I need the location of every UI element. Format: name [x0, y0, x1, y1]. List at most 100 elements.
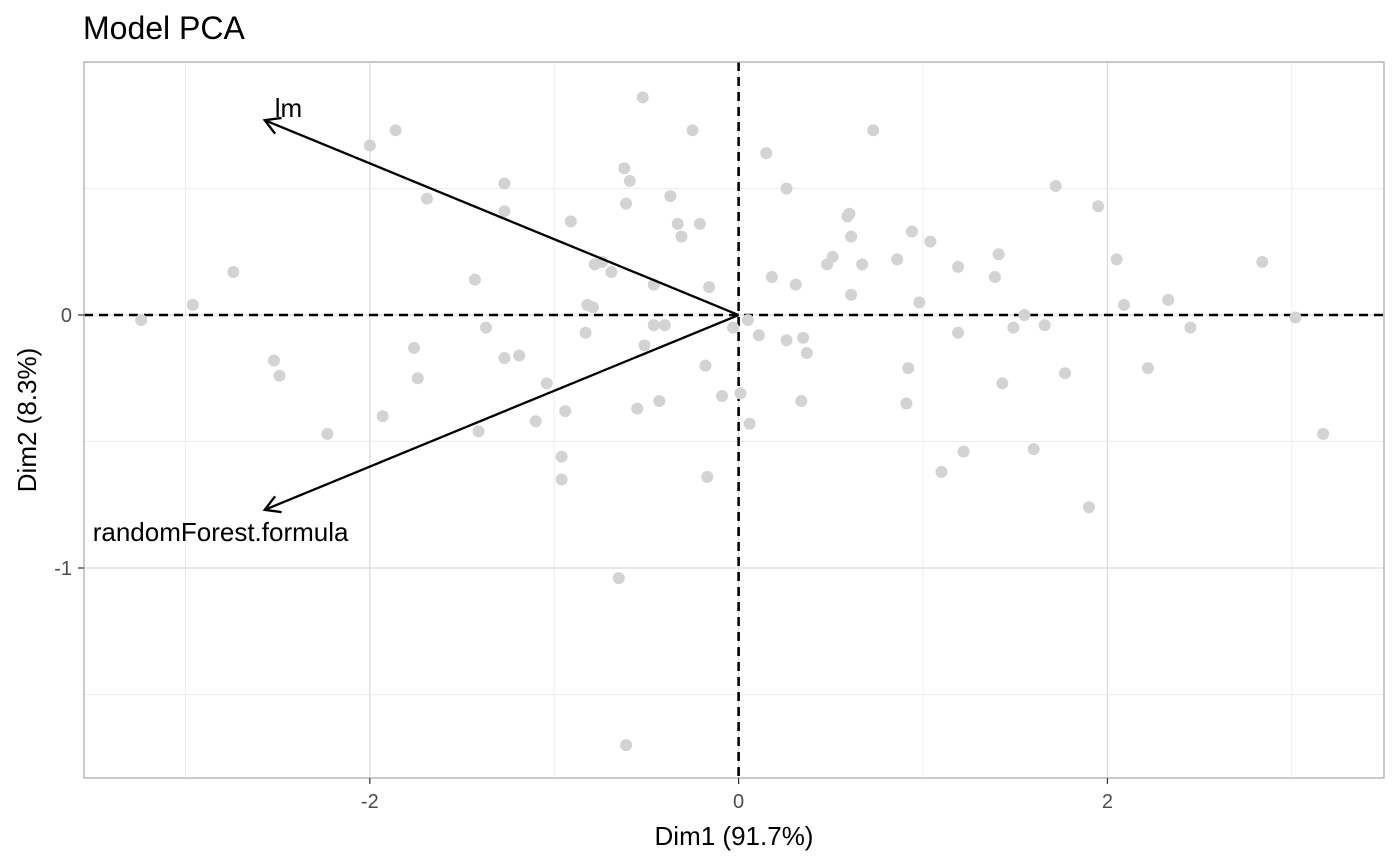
data-point	[408, 341, 421, 354]
data-point	[1289, 311, 1302, 324]
data-points	[135, 91, 1330, 752]
data-point	[586, 301, 599, 314]
data-point	[675, 230, 688, 243]
data-point	[727, 321, 740, 334]
data-point	[227, 265, 240, 278]
x-axis-title: Dim1 (91.7%)	[655, 821, 814, 851]
arrowhead-randomForest.formula	[262, 495, 282, 514]
data-point	[996, 377, 1009, 390]
data-point	[780, 182, 793, 195]
y-tick-label: 0	[61, 305, 72, 327]
variable-arrows: lm randomForest.formula	[93, 93, 740, 547]
data-point	[734, 387, 747, 400]
arrow-randomForest.formula	[264, 313, 740, 511]
data-point	[273, 369, 286, 382]
y-axis-title: Dim2 (8.3%)	[12, 348, 42, 492]
data-point	[743, 417, 756, 430]
data-point	[620, 739, 633, 752]
y-tick-label: -1	[54, 558, 72, 580]
data-point	[1118, 298, 1130, 311]
data-point	[988, 271, 1001, 284]
data-point	[703, 281, 716, 294]
data-point	[513, 349, 526, 362]
data-point	[653, 395, 666, 408]
data-point	[555, 473, 568, 486]
data-point	[1058, 367, 1071, 380]
data-point	[631, 402, 644, 415]
data-point	[498, 352, 511, 365]
data-point	[952, 260, 965, 273]
data-point	[1162, 293, 1175, 306]
data-point	[795, 395, 808, 408]
data-point	[800, 346, 813, 359]
data-point	[902, 362, 915, 375]
x-tick-label: 2	[1102, 791, 1113, 813]
data-point	[555, 450, 568, 463]
data-point	[686, 124, 699, 137]
arrow-lm	[264, 119, 740, 317]
data-point	[1049, 179, 1062, 192]
reference-lines	[84, 62, 1384, 778]
data-point	[647, 319, 660, 332]
data-point	[420, 192, 433, 205]
data-point	[780, 334, 793, 347]
data-point	[579, 326, 592, 339]
data-point	[620, 197, 633, 210]
data-point	[612, 572, 625, 585]
data-point	[1027, 443, 1040, 456]
data-point	[658, 319, 671, 332]
data-point	[760, 147, 773, 160]
data-point	[765, 271, 778, 284]
data-point	[693, 217, 706, 230]
data-point	[321, 427, 334, 440]
data-point	[716, 389, 729, 402]
data-point	[498, 205, 511, 218]
data-point	[935, 465, 948, 478]
data-point	[797, 331, 810, 344]
data-point	[479, 321, 492, 334]
data-point	[1184, 321, 1197, 334]
data-point	[636, 91, 649, 104]
data-point	[376, 410, 389, 423]
data-point	[900, 397, 913, 410]
arrow-label-lm: lm	[275, 93, 302, 123]
data-point	[952, 326, 965, 339]
arrowhead-lm	[262, 116, 282, 135]
data-point	[618, 162, 631, 175]
data-point	[559, 405, 572, 418]
data-point	[992, 248, 1005, 261]
data-point	[913, 296, 926, 309]
data-point	[845, 230, 858, 243]
data-point	[468, 273, 481, 286]
data-point	[623, 174, 636, 187]
data-point	[1141, 362, 1154, 375]
data-point	[389, 124, 402, 137]
data-point	[638, 339, 651, 352]
data-point	[363, 139, 376, 152]
data-point	[789, 278, 802, 291]
data-point	[752, 329, 765, 342]
x-tick-label: -2	[361, 791, 379, 813]
data-point	[1256, 255, 1269, 268]
data-point	[1007, 321, 1020, 334]
data-point	[826, 250, 839, 263]
data-point	[605, 265, 618, 278]
data-point	[472, 425, 485, 438]
data-point	[186, 298, 199, 311]
data-point	[843, 207, 856, 220]
data-point	[924, 235, 937, 248]
axis-ticks: -2 0 2 0 -1	[54, 305, 1113, 813]
data-point	[1082, 501, 1095, 514]
data-point	[564, 215, 577, 228]
data-point	[1110, 253, 1123, 266]
data-point	[741, 314, 754, 327]
data-point	[845, 288, 858, 301]
data-point	[1317, 427, 1330, 440]
arrow-label-randomForest.formula: randomForest.formula	[93, 517, 349, 547]
data-point	[1092, 200, 1105, 213]
data-point	[664, 190, 677, 203]
data-point	[498, 177, 511, 190]
data-point	[701, 470, 714, 483]
data-point	[891, 253, 904, 266]
data-point	[905, 225, 918, 238]
